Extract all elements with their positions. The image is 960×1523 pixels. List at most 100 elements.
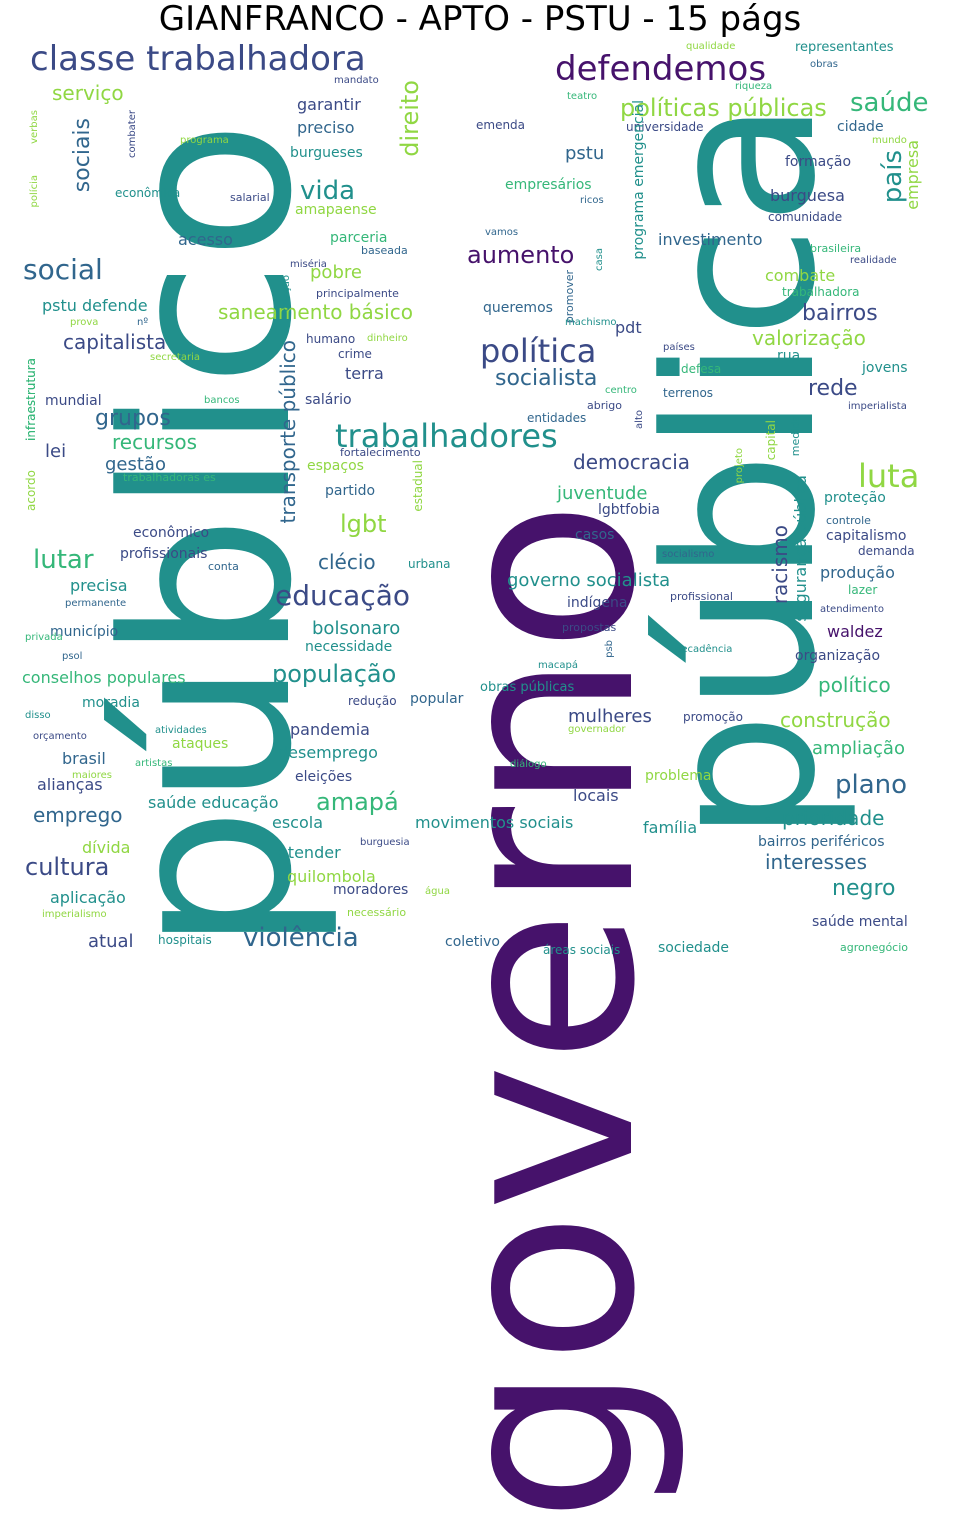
word-realidade: realidade [850, 255, 897, 266]
word-partido: partido [325, 483, 376, 499]
word-baseada: baseada [361, 244, 408, 257]
word-cultura: cultura [25, 853, 110, 881]
word-divida: dívida [82, 838, 131, 857]
word-investimento: investimento [658, 230, 763, 249]
word-moradores: moradores [333, 882, 409, 898]
word-interesses: interesses [765, 850, 868, 874]
word-politicas-publicas: políticas públicas [620, 94, 827, 122]
word-producao: produção [820, 563, 895, 582]
word-bolsonaro: bolsonaro [312, 618, 401, 639]
word-projeto: projeto [734, 448, 745, 484]
word-macapa: macapá [538, 660, 578, 671]
word-n: nº [137, 317, 149, 328]
word-salarial: salarial [230, 191, 270, 204]
word-terra: terra [345, 364, 384, 383]
word-secretaria: secretaria [150, 352, 200, 363]
word-emprego: emprego [33, 803, 123, 827]
word-saude-educacao: saúde educação [148, 793, 279, 812]
word-terrenos: terrenos [663, 386, 714, 400]
word-mundo: mundo [872, 135, 907, 146]
word-indigena: indígena [567, 595, 628, 611]
word-familia: família [643, 818, 698, 837]
word-trabalhadora: trabalhadora [782, 285, 860, 299]
word-socialismo: socialismo [662, 549, 715, 560]
word-pandemia: pandemia [290, 720, 370, 739]
word-empresa: empresa [903, 140, 922, 210]
word-democracia: democracia [573, 450, 691, 474]
word-luta: luta [858, 457, 920, 495]
word-dinheiro: dinheiro [367, 333, 408, 344]
word-trabalhadores: trabalhadores [335, 417, 558, 455]
word-profissionais: profissionais [120, 546, 208, 562]
word-saude-mental: saúde mental [812, 914, 908, 930]
word-preciso: preciso [297, 118, 355, 137]
word-negro: negro [832, 876, 896, 901]
word-humano: humano [306, 332, 356, 346]
word-seguranca-publica: segurança pública [791, 475, 810, 622]
word-lutar: lutar [33, 545, 94, 575]
word-areas-sociais: áreas sociais [543, 943, 621, 957]
word-politico: político [818, 673, 891, 697]
word-imperialismo: imperialismo [42, 909, 107, 920]
word-valorizacao: valorização [752, 326, 866, 350]
word-salario: salário [305, 392, 352, 408]
word-atendimento: atendimento [820, 604, 884, 615]
word-agronegocio: agronegócio [840, 941, 909, 954]
word-educacao: educação [275, 579, 410, 612]
word-disso: disso [25, 710, 51, 721]
word-economica: econômica [115, 186, 181, 200]
word-brasil: brasil [62, 749, 106, 768]
word-policia: polícia [29, 175, 40, 208]
word-hospitais: hospitais [158, 933, 212, 947]
word-pdt: pdt [615, 318, 642, 337]
word-bairros-perifericos: bairros periféricos [758, 834, 885, 850]
word-aplicacao: aplicação [50, 888, 126, 907]
word-psb: psb [604, 640, 615, 658]
word-necessario: necessário [347, 906, 407, 919]
word-prova: prova [70, 317, 99, 328]
word-lgbt: lgbt [340, 510, 387, 538]
word-clecio: clécio [318, 550, 376, 574]
word-criacao: criação [281, 275, 292, 312]
word-protecao: proteção [824, 490, 886, 506]
word-plano: plano [835, 770, 908, 800]
word-defendemos: defendemos [555, 49, 767, 89]
word-centro: centro [605, 385, 637, 396]
word-classe-trabalhadora: classe trabalhadora [30, 39, 366, 79]
word-prioridade: prioridade [782, 806, 885, 830]
word-agua: água [425, 886, 450, 897]
word-paises: países [663, 342, 695, 353]
word-machismo: machismo [565, 317, 617, 328]
word-pobre: pobre [310, 262, 362, 283]
word-permanente: permanente [65, 598, 127, 609]
word-conta: conta [208, 560, 239, 573]
word-governo-socialista: governo socialista [507, 570, 671, 591]
word-populacao: população [272, 660, 397, 688]
word-teatro: teatro [567, 91, 598, 102]
word-conselhos-populares: conselhos populares [22, 668, 186, 687]
word-atual: atual [88, 931, 134, 952]
word-garantir: garantir [297, 95, 361, 114]
word-lgbtfobia: lgbtfobia [598, 502, 661, 518]
word-lei: lei [45, 441, 67, 462]
word-amapa: amapá [316, 788, 399, 816]
word-politica: política [480, 332, 597, 370]
word-psol: psol [62, 651, 83, 662]
word-organizacao: organização [795, 648, 881, 664]
word-racismo: racismo [768, 525, 792, 605]
word-combater: combater [127, 110, 138, 159]
word-necessidade: necessidade [305, 639, 393, 655]
word-representantes: representantes [795, 40, 894, 55]
word-demanda: demanda [858, 544, 915, 558]
word-saude: saúde [850, 88, 929, 118]
word-vida: vida [300, 176, 356, 206]
word-parceria: parceria [330, 230, 388, 246]
word-transporte-publico: transporte público [276, 340, 300, 524]
word-capitalista: capitalista [63, 330, 167, 354]
word-atividades: atividades [155, 725, 207, 736]
word-principalmente: principalmente [316, 287, 399, 300]
word-sociedade: sociedade [658, 940, 730, 956]
word-atender: atender [278, 843, 341, 862]
word-ataques: ataques [172, 736, 229, 752]
word-grupos: grupos [95, 406, 171, 431]
